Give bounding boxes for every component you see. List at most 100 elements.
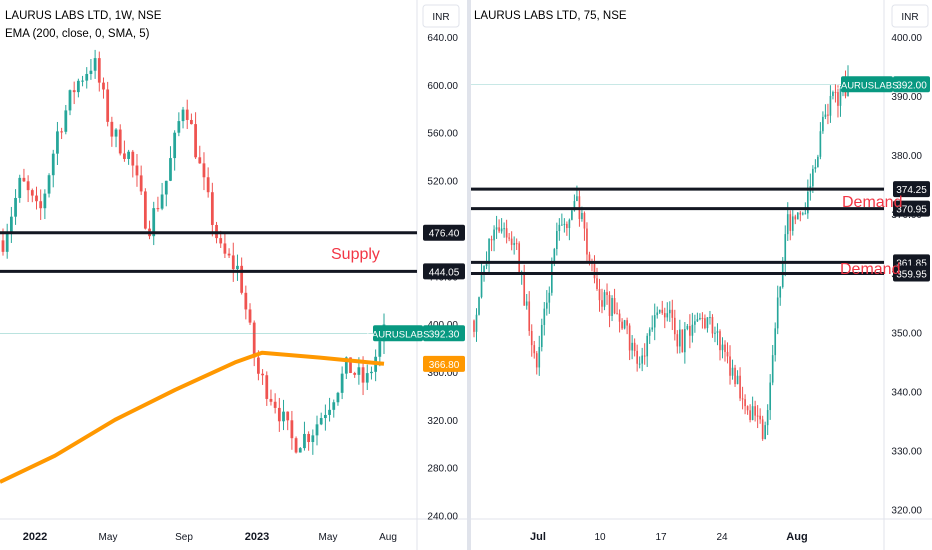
candle (493, 225, 495, 252)
candle (194, 112, 197, 159)
intraday-chart-panel[interactable]: 400.00390.00380.00370.00360.00350.00340.… (471, 0, 932, 550)
candle (791, 207, 794, 236)
right-time-axis: Jul 10 17 24 Aug (530, 531, 808, 543)
candle (561, 213, 563, 226)
candle (809, 173, 812, 201)
candle (505, 219, 508, 244)
left-currency-button[interactable] (422, 4, 460, 28)
candle (206, 167, 210, 198)
candle (776, 285, 779, 335)
candle (641, 347, 644, 372)
candle (691, 312, 694, 343)
candle (89, 59, 93, 80)
candle (749, 404, 751, 423)
left-x-tick: Aug (379, 532, 397, 543)
candle (303, 421, 306, 451)
candle (734, 364, 736, 387)
candle (817, 154, 819, 168)
svg-text:444.05: 444.05 (429, 267, 460, 278)
right-x-tick: 24 (716, 532, 728, 543)
candle (535, 351, 538, 375)
candle (658, 309, 661, 314)
left-price-tag: 366.80 (423, 355, 465, 372)
candle (721, 337, 724, 359)
candle (336, 391, 340, 406)
candle (603, 289, 606, 311)
candle (623, 319, 626, 330)
candle (837, 85, 839, 118)
candle (9, 206, 13, 243)
svg-text:392.30: 392.30 (429, 329, 460, 340)
candle (515, 238, 518, 251)
candle (370, 366, 373, 380)
left-y-tick: 360.00 (427, 368, 458, 379)
candle (643, 343, 646, 365)
candle (766, 404, 769, 436)
candle (628, 323, 631, 361)
candle (248, 303, 252, 326)
candle (223, 233, 227, 259)
candle (631, 335, 633, 360)
pane-divider[interactable] (467, 0, 471, 550)
right-y-tick: 330.00 (891, 446, 922, 457)
candle (60, 127, 63, 140)
right-y-tick: 400.00 (891, 33, 922, 44)
candle (240, 257, 244, 295)
candle (611, 295, 613, 322)
candle (495, 215, 498, 239)
candle (678, 319, 681, 354)
candle (43, 189, 47, 220)
candle (510, 231, 513, 251)
candle (127, 149, 130, 165)
candle (244, 285, 248, 320)
candle (265, 371, 269, 406)
candle (332, 399, 336, 418)
left-y-tick: 240.00 (427, 512, 458, 523)
candle (164, 180, 168, 207)
candle (741, 386, 744, 410)
right-price-tag: 374.25 (893, 181, 930, 198)
right-currency-button[interactable] (891, 4, 929, 28)
left-indicator-label: EMA (200, close, 0, SMA, 5) (5, 28, 150, 40)
candle (118, 124, 122, 156)
candle (696, 312, 699, 323)
candle (731, 359, 734, 380)
left-currency-label: INR (432, 12, 449, 23)
candle (834, 84, 837, 103)
candle (202, 152, 206, 191)
candle (135, 154, 139, 187)
candle (311, 429, 315, 455)
candle (294, 436, 298, 454)
left-x-tick: May (319, 532, 338, 543)
left-price-tags: 476.40 444.05 392.30 366.80 LAURUSLABS (367, 224, 465, 372)
right-chart-title: LAURUS LABS LTD, 75, NSE (474, 10, 627, 22)
candle (583, 211, 586, 241)
candle (282, 399, 285, 431)
candle (152, 201, 156, 246)
svg-text:392.00: 392.00 (896, 80, 927, 91)
candle (190, 113, 193, 125)
candle (769, 374, 772, 420)
candle (774, 322, 777, 362)
candle (729, 345, 731, 385)
right-ticker-tag: LAURUSLABS (836, 76, 898, 93)
candle (651, 315, 654, 332)
candle (478, 296, 480, 316)
candle (724, 340, 726, 362)
candle (485, 251, 488, 270)
left-price-tag: 476.40 (423, 224, 465, 241)
right-x-tick: 10 (594, 532, 606, 543)
candle (827, 103, 829, 125)
left-y-tick: 600.00 (427, 81, 458, 92)
candle (500, 218, 503, 234)
weekly-chart-panel[interactable]: 640.00600.00560.00520.00480.00440.00400.… (0, 0, 467, 550)
candle (701, 312, 704, 329)
left-x-tick: May (99, 532, 118, 543)
candle (626, 317, 628, 335)
candle (556, 222, 558, 256)
candle (319, 412, 323, 426)
candle (307, 431, 311, 451)
svg-text:370.95: 370.95 (896, 205, 927, 216)
candle (681, 329, 684, 353)
